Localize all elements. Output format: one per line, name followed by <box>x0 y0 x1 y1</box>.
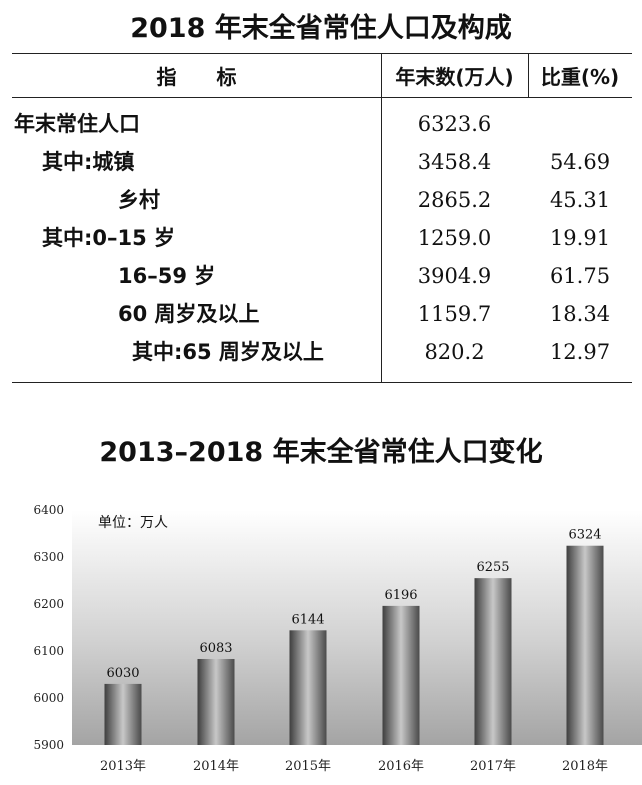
table-top-rule <box>12 53 632 54</box>
x-tick-label: 2013年 <box>100 759 146 774</box>
row-label-total: 年末常住人口 <box>14 112 140 136</box>
y-tick-label: 6200 <box>33 597 64 611</box>
bar <box>382 605 420 745</box>
row-count-age-0-15: 1259.0 <box>417 226 492 250</box>
row-label-rural: 乡村 <box>118 188 160 212</box>
row-count-age-65-plus: 820.2 <box>424 340 485 364</box>
data-label: 6030 <box>106 666 139 681</box>
row-count-urban: 3458.4 <box>417 150 492 174</box>
row-label-age-16-59: 16–59 岁 <box>118 264 216 288</box>
data-label: 6324 <box>568 528 601 543</box>
bar <box>289 630 327 745</box>
x-tick-label: 2014年 <box>193 759 239 774</box>
data-label: 6083 <box>199 641 232 656</box>
row-label-age-65-plus: 其中:65 周岁及以上 <box>132 340 324 364</box>
y-tick-label: 6400 <box>33 503 64 517</box>
x-tick-label: 2016年 <box>378 759 424 774</box>
table-divider-1 <box>381 53 382 382</box>
row-share-rural: 45.31 <box>549 188 611 212</box>
row-share-age-0-15: 19.91 <box>549 226 611 250</box>
bar <box>474 578 512 745</box>
table-title: 2018 年末全省常住人口及构成 <box>130 13 512 44</box>
header-indicator: 指 标 <box>156 65 237 89</box>
table-divider-2 <box>528 53 529 97</box>
row-count-age-16-59: 3904.9 <box>417 264 492 288</box>
header-count: 年末数(万人) <box>395 65 514 89</box>
header-share: 比重(%) <box>540 65 620 89</box>
y-tick-label: 6300 <box>33 550 64 564</box>
table-header-rule <box>12 97 632 98</box>
row-share-urban: 54.69 <box>549 150 611 174</box>
chart-title: 2013–2018 年末全省常住人口变化 <box>99 437 543 468</box>
row-label-age-0-15: 其中:0–15 岁 <box>42 226 176 250</box>
row-label-urban: 其中:城镇 <box>42 150 135 174</box>
y-tick-label: 6000 <box>33 691 64 705</box>
bar <box>104 683 142 745</box>
table-bottom-rule <box>12 382 632 383</box>
plot-background <box>72 510 642 745</box>
x-tick-label: 2018年 <box>562 759 608 774</box>
y-tick-label: 5900 <box>33 738 64 752</box>
data-label: 6255 <box>476 560 509 575</box>
row-share-age-65-plus: 12.97 <box>549 340 611 364</box>
unit-label: 单位：万人 <box>98 515 168 531</box>
bar <box>197 658 235 745</box>
row-count-total: 6323.6 <box>417 112 492 136</box>
bar-chart: 5900 6000 6100 6200 6300 6400 6030 6083 6144 619… <box>33 503 642 774</box>
data-label: 6196 <box>384 588 417 603</box>
row-label-age-60-plus: 60 周岁及以上 <box>118 302 260 326</box>
x-tick-label: 2015年 <box>285 759 331 774</box>
y-tick-label: 6100 <box>33 644 64 658</box>
row-share-age-16-59: 61.75 <box>549 264 611 288</box>
bar <box>566 545 604 745</box>
row-count-rural: 2865.2 <box>417 188 492 212</box>
data-label: 6144 <box>291 612 324 627</box>
x-tick-label: 2017年 <box>470 759 516 774</box>
row-count-age-60-plus: 1159.7 <box>417 302 492 326</box>
row-share-total <box>528 108 632 140</box>
row-share-age-60-plus: 18.34 <box>549 302 611 326</box>
